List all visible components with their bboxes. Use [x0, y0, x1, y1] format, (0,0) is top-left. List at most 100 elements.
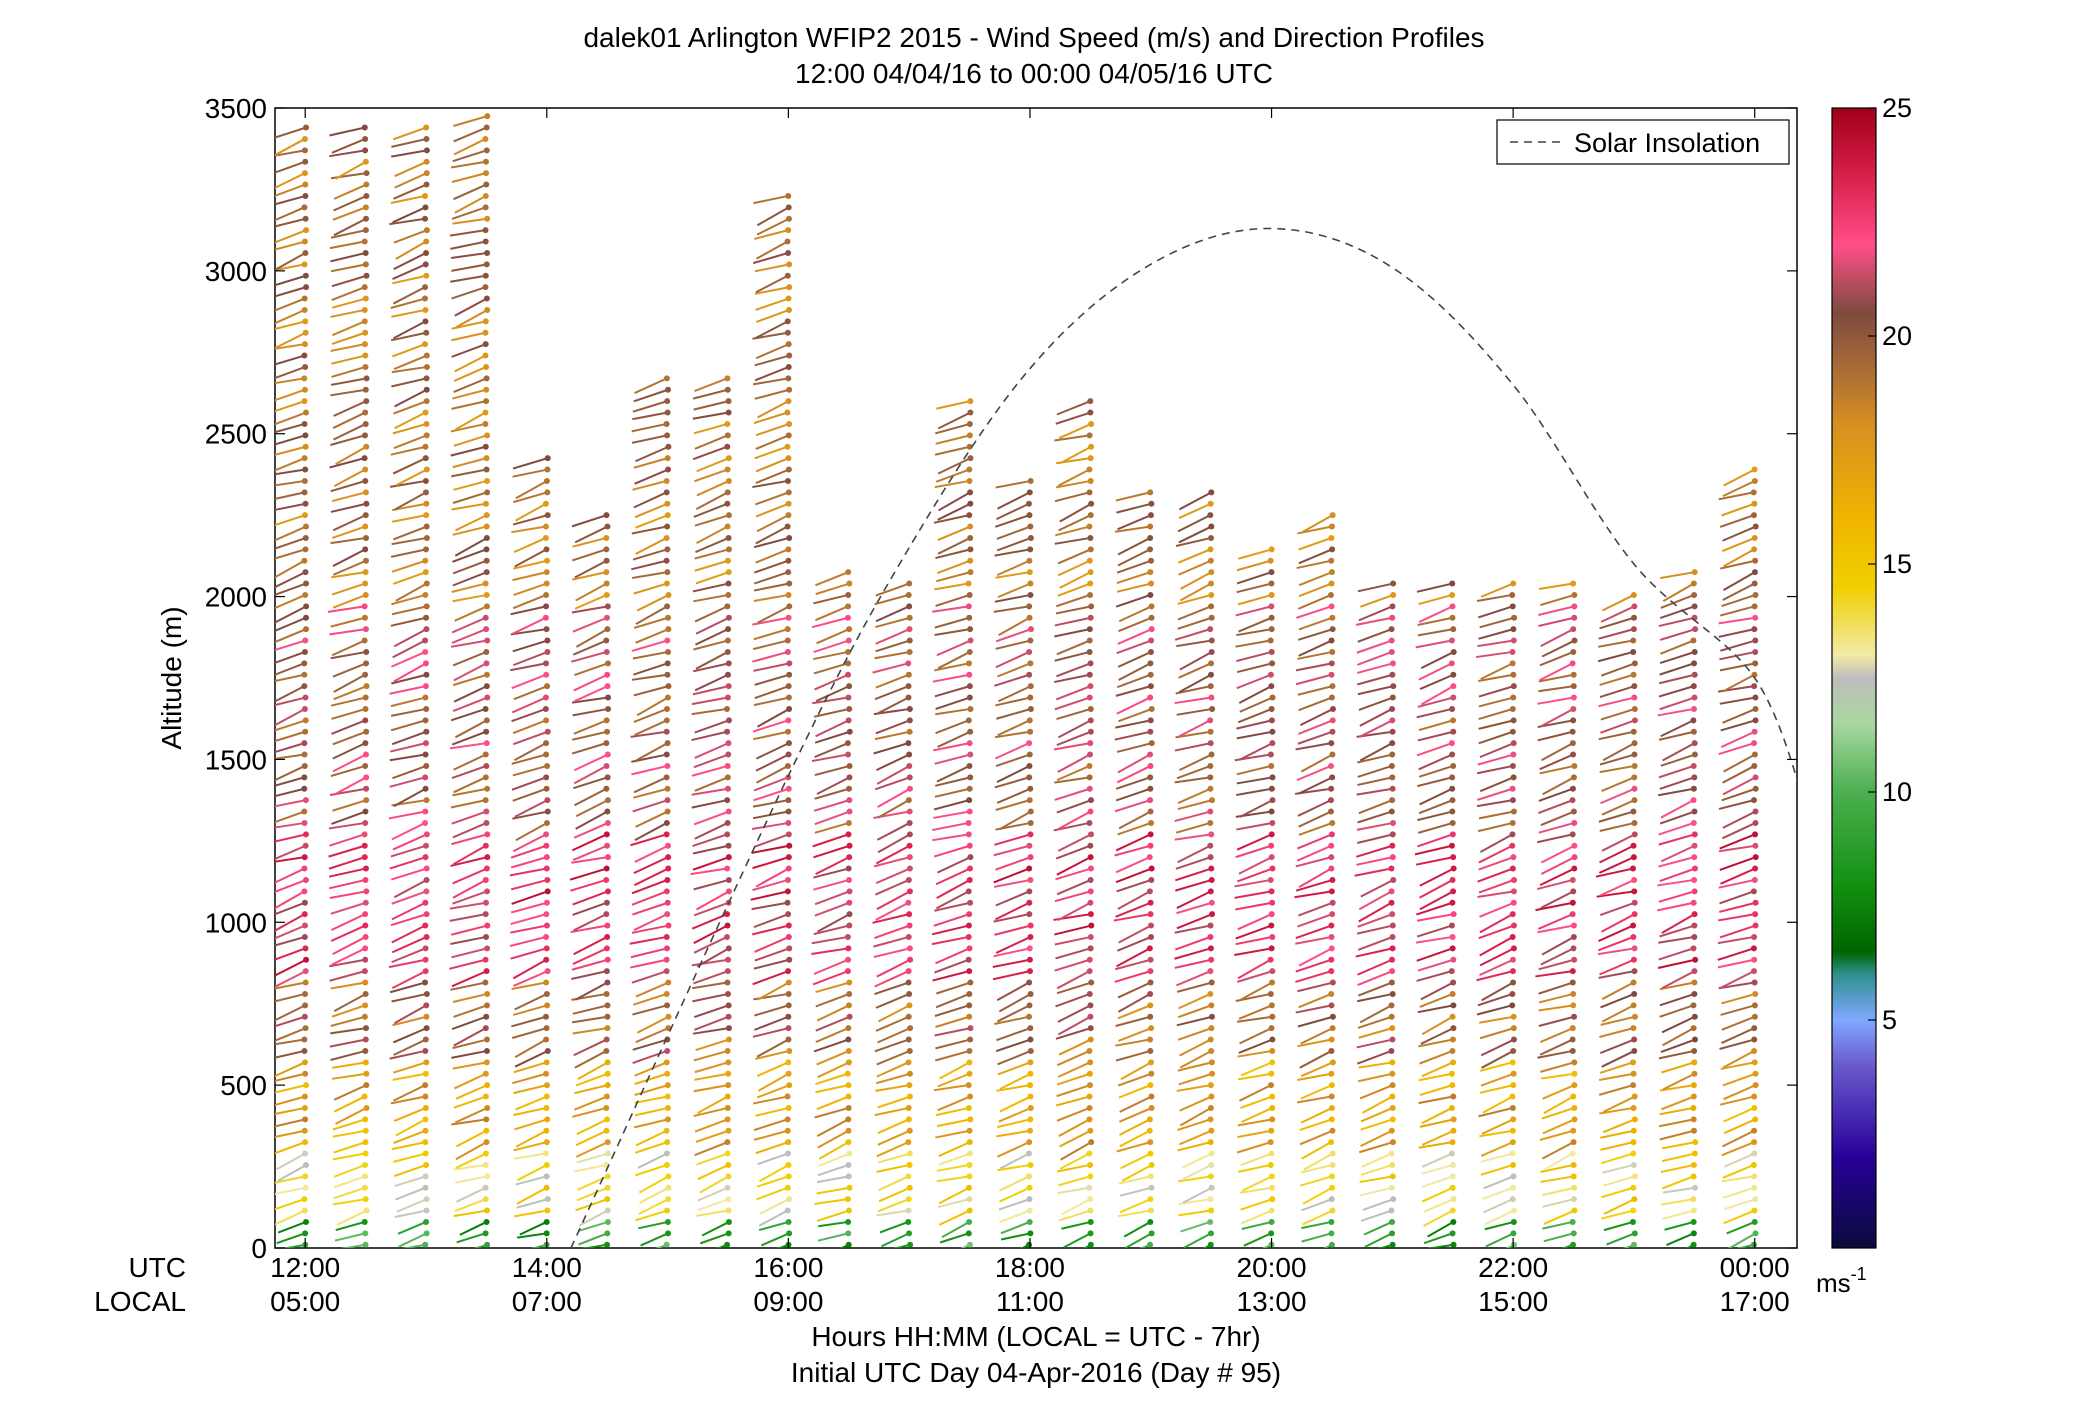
wind-barb	[695, 651, 729, 670]
wind-barb-dot	[301, 1036, 308, 1043]
wind-barb-dot	[665, 683, 672, 690]
wind-barb	[573, 1038, 608, 1057]
wind-barb	[452, 525, 487, 536]
wind-barb	[275, 491, 305, 500]
wind-barb-dot	[302, 192, 309, 199]
wind-barb	[576, 1152, 609, 1164]
wind-barb-dot	[1510, 808, 1517, 815]
wind-barb	[1301, 514, 1334, 534]
wind-barb	[1174, 696, 1212, 705]
wind-barb-dot	[785, 1070, 792, 1077]
wind-barb	[275, 434, 306, 446]
wind-barb-dot	[906, 1082, 913, 1089]
wind-barb-dot	[543, 785, 550, 792]
wind-barb	[1055, 685, 1091, 701]
wind-barb-dot	[905, 1013, 912, 1020]
wind-barb	[1720, 867, 1756, 885]
wind-barb-dot	[845, 1230, 852, 1237]
wind-barb-dot	[1449, 899, 1456, 906]
wind-barb-dot	[604, 979, 611, 986]
wind-barb-dot	[1509, 1196, 1516, 1203]
wind-barb-dot	[603, 911, 610, 918]
wind-barb	[1416, 582, 1453, 593]
wind-barb-dot	[1510, 922, 1517, 929]
wind-barb-dot	[543, 1104, 550, 1111]
wind-barb	[453, 479, 488, 491]
wind-barb	[997, 491, 1031, 510]
wind-barb	[1058, 719, 1092, 739]
wind-barb-dot	[1087, 865, 1094, 872]
wind-barb-dot	[724, 1139, 731, 1146]
wind-barb	[1236, 628, 1272, 637]
wind-barb-dot	[1086, 1082, 1093, 1089]
wind-barb-dot	[664, 1218, 671, 1225]
x-tick-label-local: 11:00	[996, 1286, 1064, 1317]
wind-barb-dot	[1207, 1036, 1214, 1043]
wind-barb	[275, 388, 306, 402]
wind-barb	[1414, 844, 1453, 856]
wind-barb	[935, 1106, 970, 1117]
wind-barb	[330, 696, 366, 707]
wind-barb	[694, 1072, 729, 1081]
wind-barb-dot	[302, 432, 309, 439]
wind-barb	[1238, 548, 1272, 560]
wind-barb-dot	[1630, 808, 1637, 815]
wind-barb-dot	[1752, 842, 1759, 849]
wind-barb	[276, 1232, 306, 1245]
wind-barb-dot	[483, 865, 490, 872]
wind-barb-dot	[1450, 762, 1457, 769]
wind-barb-dot	[423, 238, 430, 245]
wind-barb-dot	[484, 785, 491, 792]
wind-barb	[1236, 582, 1272, 594]
wind-barb-dot	[784, 648, 791, 655]
wind-barb	[1056, 1107, 1090, 1122]
wind-barb	[1179, 582, 1212, 602]
wind-barb-dot	[1328, 569, 1335, 576]
wind-barb	[1659, 1084, 1695, 1092]
wind-barb-dot	[1208, 831, 1215, 838]
wind-barb-dot	[482, 614, 489, 621]
wind-barb	[459, 1221, 487, 1236]
wind-barb-dot	[724, 466, 731, 473]
wind-barb	[1120, 1152, 1151, 1170]
wind-barb-dot	[1630, 1207, 1637, 1214]
wind-barb-dot	[785, 432, 792, 439]
wind-barb-dot	[301, 398, 308, 405]
wind-barb-dot	[725, 1218, 732, 1225]
wind-barb	[1116, 742, 1152, 753]
wind-barb	[816, 628, 850, 645]
y-tick-label: 3000	[205, 256, 267, 287]
wind-barb	[1598, 924, 1634, 942]
wind-barb-dot	[1752, 854, 1759, 861]
wind-barb	[631, 673, 668, 681]
wind-barb-dot	[422, 215, 429, 222]
wind-barb-dot	[1027, 990, 1034, 997]
wind-barb	[692, 411, 729, 420]
wind-barb	[814, 730, 851, 744]
wind-barb-dot	[1207, 1173, 1214, 1180]
wind-barb	[875, 867, 911, 885]
x-tick-label-local: 13:00	[1237, 1286, 1307, 1317]
wind-barb	[813, 707, 850, 718]
wind-barb-dot	[302, 831, 309, 838]
wind-barb	[575, 1129, 607, 1147]
wind-barb-dot	[1328, 557, 1335, 564]
wind-barb	[577, 1220, 609, 1233]
wind-barb	[1000, 1232, 1031, 1241]
wind-barb-dot	[422, 637, 429, 644]
wind-barb	[393, 1107, 427, 1122]
wind-barb-dot	[1690, 705, 1697, 712]
wind-barb-dot	[1450, 728, 1457, 735]
wind-barb-dot	[906, 1230, 913, 1237]
wind-barb	[631, 879, 668, 895]
wind-barb-dot	[906, 785, 913, 792]
wind-barb-dot	[482, 911, 489, 918]
wind-barb	[996, 765, 1030, 783]
wind-barb-dot	[1207, 1139, 1214, 1146]
wind-barb-dot	[1147, 1150, 1154, 1157]
wind-barb-dot	[905, 591, 912, 598]
wind-barb-dot	[663, 420, 670, 427]
wind-barb	[936, 400, 971, 410]
wind-barb	[752, 799, 789, 808]
